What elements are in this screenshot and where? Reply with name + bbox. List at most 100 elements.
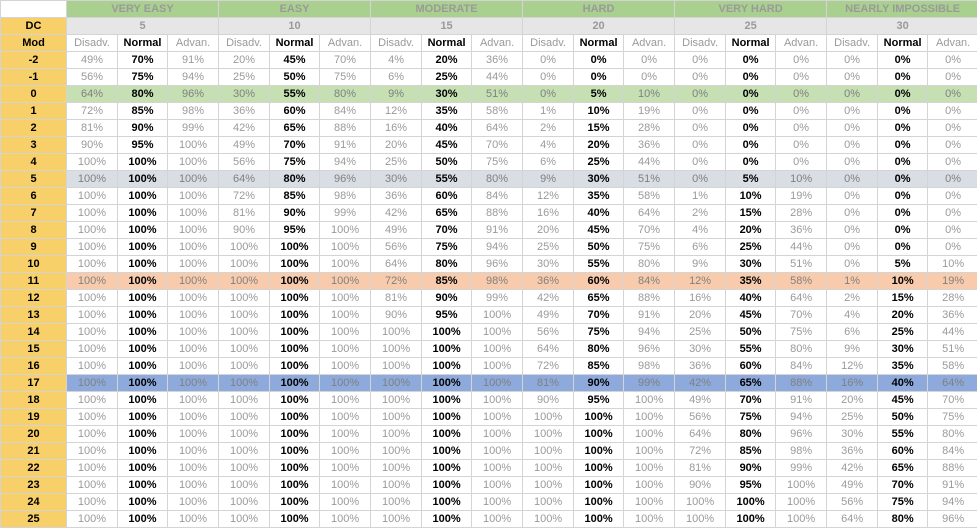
normal-cell[interactable]: 80%	[573, 340, 625, 358]
advantage-cell[interactable]: 98%	[471, 272, 524, 290]
normal-cell[interactable]: 55%	[269, 85, 321, 103]
advantage-cell[interactable]: 44%	[623, 153, 676, 171]
disadvantage-header[interactable]: Disadv.	[674, 34, 727, 52]
disadvantage-cell[interactable]: 100%	[66, 459, 118, 477]
disadvantage-cell[interactable]: 0%	[522, 68, 575, 86]
advantage-cell[interactable]: 100%	[471, 442, 524, 460]
disadvantage-cell[interactable]: 100%	[522, 425, 575, 443]
disadvantage-cell[interactable]: 0%	[674, 119, 727, 137]
advantage-cell[interactable]: 0%	[623, 51, 676, 69]
disadvantage-cell[interactable]: 6%	[370, 68, 423, 86]
advantage-cell[interactable]: 70%	[927, 391, 977, 409]
normal-cell[interactable]: 0%	[877, 85, 929, 103]
disadvantage-cell[interactable]: 100%	[218, 510, 271, 528]
disadvantage-cell[interactable]: 100%	[370, 357, 423, 375]
normal-cell[interactable]: 85%	[269, 187, 321, 205]
advantage-cell[interactable]: 100%	[166, 153, 220, 171]
normal-cell[interactable]: 100%	[269, 408, 321, 426]
advantage-cell[interactable]: 10%	[927, 255, 977, 273]
disadvantage-cell[interactable]: 100%	[218, 272, 271, 290]
advantage-cell[interactable]: 0%	[927, 85, 977, 103]
advantage-cell[interactable]: 96%	[623, 340, 676, 358]
disadvantage-cell[interactable]: 0%	[826, 51, 879, 69]
advantage-cell[interactable]: 100%	[166, 204, 220, 222]
advantage-cell[interactable]: 99%	[166, 119, 220, 137]
advantage-cell[interactable]: 80%	[471, 170, 524, 188]
advantage-cell[interactable]: 19%	[623, 102, 676, 120]
advantage-cell[interactable]: 0%	[927, 170, 977, 188]
mod-value[interactable]: 13	[0, 306, 67, 324]
disadvantage-cell[interactable]: 49%	[218, 136, 271, 154]
normal-cell[interactable]: 30%	[421, 85, 473, 103]
normal-cell[interactable]: 50%	[725, 323, 777, 341]
normal-cell[interactable]: 70%	[573, 306, 625, 324]
disadvantage-cell[interactable]: 30%	[370, 170, 423, 188]
normal-cell[interactable]: 100%	[117, 289, 168, 307]
disadvantage-cell[interactable]: 0%	[522, 85, 575, 103]
normal-cell[interactable]: 100%	[117, 153, 168, 171]
advantage-cell[interactable]: 100%	[319, 306, 372, 324]
disadvantage-cell[interactable]: 49%	[522, 306, 575, 324]
disadvantage-cell[interactable]: 16%	[522, 204, 575, 222]
advantage-cell[interactable]: 88%	[775, 374, 828, 392]
advantage-cell[interactable]: 100%	[166, 170, 220, 188]
advantage-cell[interactable]: 36%	[775, 221, 828, 239]
advantage-cell[interactable]: 0%	[927, 68, 977, 86]
normal-cell[interactable]: 80%	[117, 85, 168, 103]
disadvantage-cell[interactable]: 81%	[674, 459, 727, 477]
advantage-cell[interactable]: 99%	[775, 459, 828, 477]
dc-value-very-hard[interactable]: 25	[674, 17, 828, 35]
advantage-cell[interactable]: 58%	[775, 272, 828, 290]
disadvantage-cell[interactable]: 36%	[522, 272, 575, 290]
advantage-cell[interactable]: 100%	[775, 510, 828, 528]
advantage-cell[interactable]: 91%	[319, 136, 372, 154]
disadvantage-cell[interactable]: 100%	[370, 340, 423, 358]
disadvantage-cell[interactable]: 100%	[218, 374, 271, 392]
normal-cell[interactable]: 95%	[421, 306, 473, 324]
normal-cell[interactable]: 75%	[421, 238, 473, 256]
normal-cell[interactable]: 35%	[877, 357, 929, 375]
advantage-cell[interactable]: 100%	[319, 238, 372, 256]
disadvantage-cell[interactable]: 56%	[826, 493, 879, 511]
disadvantage-cell[interactable]: 100%	[522, 442, 575, 460]
disadvantage-cell[interactable]: 20%	[522, 221, 575, 239]
advantage-cell[interactable]: 51%	[471, 85, 524, 103]
mod-value[interactable]: 23	[0, 476, 67, 494]
normal-cell[interactable]: 100%	[117, 442, 168, 460]
normal-cell[interactable]: 85%	[573, 357, 625, 375]
advantage-cell[interactable]: 0%	[775, 102, 828, 120]
disadvantage-cell[interactable]: 64%	[218, 170, 271, 188]
group-header-very-easy[interactable]: VERY EASY	[65, 0, 220, 18]
advantage-cell[interactable]: 75%	[927, 408, 977, 426]
disadvantage-cell[interactable]: 42%	[826, 459, 879, 477]
advantage-cell[interactable]: 100%	[319, 272, 372, 290]
normal-cell[interactable]: 20%	[877, 306, 929, 324]
disadvantage-cell[interactable]: 12%	[522, 187, 575, 205]
advantage-cell[interactable]: 100%	[319, 289, 372, 307]
normal-cell[interactable]: 65%	[877, 459, 929, 477]
mod-value[interactable]: 2	[0, 119, 67, 137]
normal-cell[interactable]: 35%	[725, 272, 777, 290]
normal-cell[interactable]: 100%	[421, 425, 473, 443]
normal-cell[interactable]: 65%	[269, 119, 321, 137]
disadvantage-cell[interactable]: 0%	[826, 85, 879, 103]
normal-cell[interactable]: 80%	[421, 255, 473, 273]
normal-cell[interactable]: 100%	[269, 425, 321, 443]
advantage-cell[interactable]: 100%	[319, 391, 372, 409]
normal-cell[interactable]: 50%	[573, 238, 625, 256]
normal-cell[interactable]: 60%	[877, 442, 929, 460]
normal-cell[interactable]: 75%	[269, 153, 321, 171]
disadvantage-cell[interactable]: 0%	[826, 255, 879, 273]
disadvantage-cell[interactable]: 0%	[826, 68, 879, 86]
normal-cell[interactable]: 60%	[269, 102, 321, 120]
normal-cell[interactable]: 90%	[117, 119, 168, 137]
disadvantage-cell[interactable]: 90%	[522, 391, 575, 409]
advantage-cell[interactable]: 100%	[166, 221, 220, 239]
normal-cell[interactable]: 75%	[877, 493, 929, 511]
advantage-cell[interactable]: 98%	[623, 357, 676, 375]
disadvantage-cell[interactable]: 100%	[218, 459, 271, 477]
disadvantage-cell[interactable]: 1%	[826, 272, 879, 290]
disadvantage-cell[interactable]: 72%	[522, 357, 575, 375]
disadvantage-cell[interactable]: 12%	[826, 357, 879, 375]
mod-value[interactable]: 5	[0, 170, 67, 188]
